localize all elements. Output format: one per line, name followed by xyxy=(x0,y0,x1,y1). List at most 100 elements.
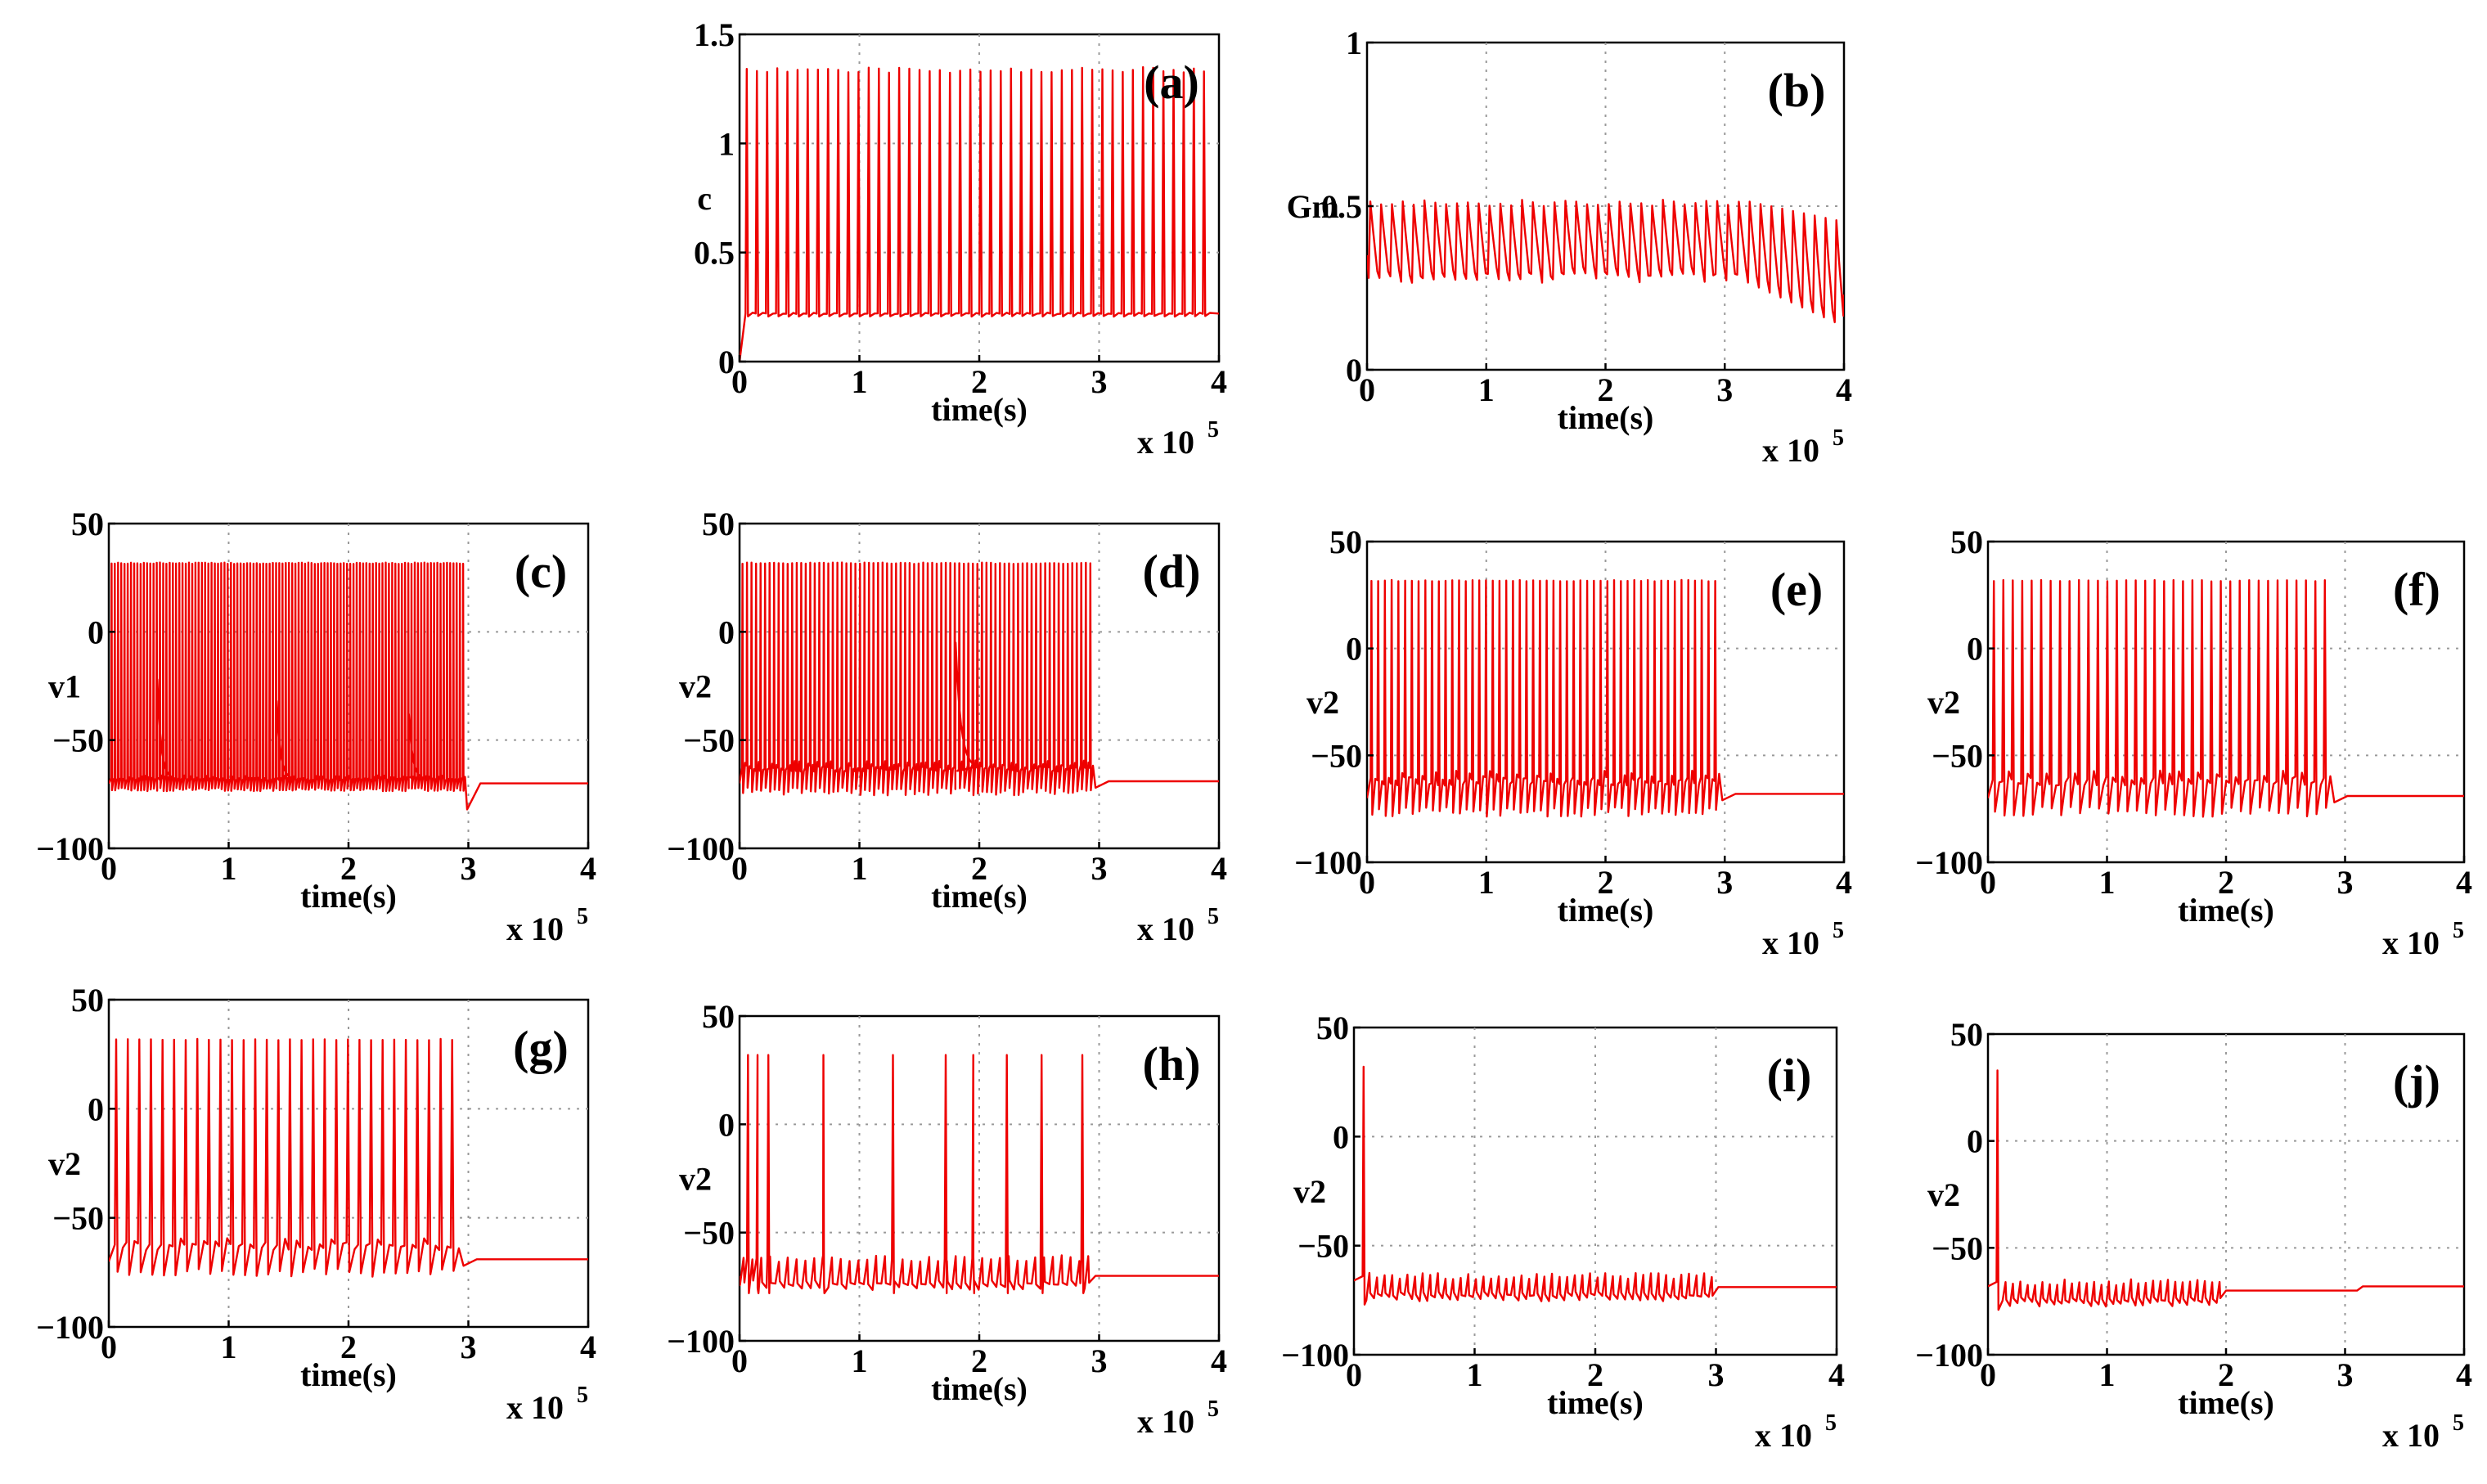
y-tick-label: −50 xyxy=(1297,1228,1349,1265)
x-multiplier: x 10 xyxy=(506,911,564,947)
x-tick-label: 1 xyxy=(2099,1356,2116,1393)
x-tick-label: 1 xyxy=(852,850,868,887)
y-tick-label: 0 xyxy=(718,614,735,650)
x-tick-label: 1 xyxy=(1478,371,1495,408)
x-axis-label: time(s) xyxy=(2178,892,2274,929)
x-multiplier-exponent: 5 xyxy=(1208,1396,1219,1422)
y-tick-label: 0 xyxy=(1346,631,1362,668)
y-tick-label: 0 xyxy=(1967,631,1983,668)
panel-label: (g) xyxy=(513,1021,569,1074)
series-line-v2 xyxy=(1988,1069,2464,1311)
x-multiplier: x 10 xyxy=(1137,1403,1194,1440)
x-tick-label: 1 xyxy=(2099,864,2116,901)
panel-d: 0 1 2 3 4 −100 −50 0 50 time(s) v2 x 10 5 (d) xyxy=(667,506,1227,947)
panel-label: (j) xyxy=(2393,1055,2440,1109)
panel-label: (f) xyxy=(2393,563,2440,616)
x-axis-label: time(s) xyxy=(931,391,1028,428)
x-tick-label: 0 xyxy=(731,1342,748,1379)
y-tick-label: 1 xyxy=(718,125,735,162)
y-axis-label: v2 xyxy=(1293,1173,1326,1210)
y-tick-label: 0.5 xyxy=(1321,188,1362,225)
x-tick-label: 0 xyxy=(101,1329,117,1365)
x-multiplier: x 10 xyxy=(1762,924,1819,961)
x-multiplier: x 10 xyxy=(1762,432,1819,469)
y-tick-label: −50 xyxy=(52,722,104,759)
panel-b: 0 1 2 3 4 0 0.5 1 time(s) Gm x 10 5 (b) xyxy=(1287,25,1852,469)
x-tick-label: 0 xyxy=(1980,864,1996,901)
x-axis-label: time(s) xyxy=(931,1370,1028,1407)
x-axis-label: time(s) xyxy=(1558,399,1654,436)
series-line-v2 xyxy=(1354,1065,1837,1306)
x-multiplier: x 10 xyxy=(1137,911,1194,947)
x-tick-label: 2 xyxy=(2218,864,2234,901)
y-tick-label: 50 xyxy=(71,506,104,542)
y-tick-label: 0 xyxy=(88,614,104,650)
panel-label: (a) xyxy=(1144,56,1199,109)
panel-label: (h) xyxy=(1143,1037,1201,1091)
x-tick-label: 4 xyxy=(1828,1356,1845,1393)
panel-label: (i) xyxy=(1767,1049,1812,1102)
panel-g: 0 1 2 3 4 −100 −50 0 50 time(s) v2 x 10 5 (g) xyxy=(36,982,596,1426)
y-tick-label: −50 xyxy=(1932,1230,1983,1266)
series-line-c xyxy=(740,65,1219,362)
y-tick-label: −50 xyxy=(1311,737,1362,774)
panel-f: 0 1 2 3 4 −100 −50 0 50 time(s) v2 x 10 5 (f) xyxy=(1915,524,2472,961)
y-tick-label: −100 xyxy=(1294,844,1362,881)
x-tick-label: 3 xyxy=(2337,864,2354,901)
x-tick-label: 3 xyxy=(1716,371,1733,408)
x-tick-label: 0 xyxy=(731,850,748,887)
panel-label: (c) xyxy=(515,545,567,598)
x-tick-label: 2 xyxy=(340,1329,357,1365)
y-axis-label: v2 xyxy=(679,668,712,705)
x-tick-label: 0 xyxy=(731,363,748,400)
y-tick-label: 0 xyxy=(1333,1118,1349,1155)
y-tick-label: 50 xyxy=(1316,1010,1349,1046)
x-axis-label: time(s) xyxy=(1558,892,1654,929)
y-tick-label: −50 xyxy=(1932,737,1983,774)
x-multiplier-exponent: 5 xyxy=(1208,904,1219,929)
y-tick-label: 1 xyxy=(1346,25,1362,61)
y-tick-label: 0.5 xyxy=(694,235,735,272)
x-tick-label: 3 xyxy=(1091,850,1108,887)
y-axis-label: v2 xyxy=(48,1145,81,1182)
x-tick-label: 3 xyxy=(1091,1342,1108,1379)
y-tick-label: −100 xyxy=(36,830,104,867)
y-tick-label: 0 xyxy=(1346,352,1362,389)
y-tick-label: −100 xyxy=(1281,1337,1349,1374)
x-axis-label: time(s) xyxy=(931,878,1028,915)
x-tick-label: 3 xyxy=(461,850,477,887)
y-tick-label: −50 xyxy=(683,722,735,759)
x-multiplier: x 10 xyxy=(2382,924,2440,961)
x-multiplier: x 10 xyxy=(1137,424,1194,461)
series-line-v1 xyxy=(109,561,588,811)
x-tick-label: 1 xyxy=(1467,1356,1483,1393)
x-multiplier: x 10 xyxy=(1755,1417,1812,1454)
x-multiplier-exponent: 5 xyxy=(1833,918,1844,943)
y-tick-label: 50 xyxy=(702,506,735,542)
panel-j: 0 1 2 3 4 −100 −50 0 50 time(s) v2 x 10 5 (j) xyxy=(1915,1016,2472,1454)
series-line-Gm xyxy=(1367,199,1844,324)
y-tick-label: −100 xyxy=(667,1323,735,1360)
x-tick-label: 2 xyxy=(1598,864,1614,901)
x-tick-label: 4 xyxy=(1211,850,1227,887)
y-axis-label: v2 xyxy=(1927,1176,1960,1213)
y-tick-label: −100 xyxy=(667,830,735,867)
x-tick-label: 1 xyxy=(221,850,237,887)
y-tick-label: 0 xyxy=(718,344,735,380)
y-axis-label: v2 xyxy=(679,1161,712,1198)
series-line-v2 xyxy=(1988,578,2464,818)
y-tick-label: 50 xyxy=(702,998,735,1035)
y-tick-label: 50 xyxy=(1950,524,1983,560)
panel-label: (b) xyxy=(1768,64,1826,117)
panel-c: 0 1 2 3 4 −100 −50 0 50 time(s) v1 x 10 5 (c) xyxy=(36,506,596,947)
x-tick-label: 4 xyxy=(1836,864,1852,901)
x-multiplier: x 10 xyxy=(2382,1417,2440,1454)
x-tick-label: 0 xyxy=(101,850,117,887)
x-multiplier-exponent: 5 xyxy=(1208,417,1219,443)
y-tick-label: 50 xyxy=(1329,524,1362,560)
y-tick-label: −50 xyxy=(683,1215,735,1252)
x-tick-label: 1 xyxy=(221,1329,237,1365)
x-tick-label: 2 xyxy=(340,850,357,887)
x-multiplier-exponent: 5 xyxy=(2453,918,2464,943)
